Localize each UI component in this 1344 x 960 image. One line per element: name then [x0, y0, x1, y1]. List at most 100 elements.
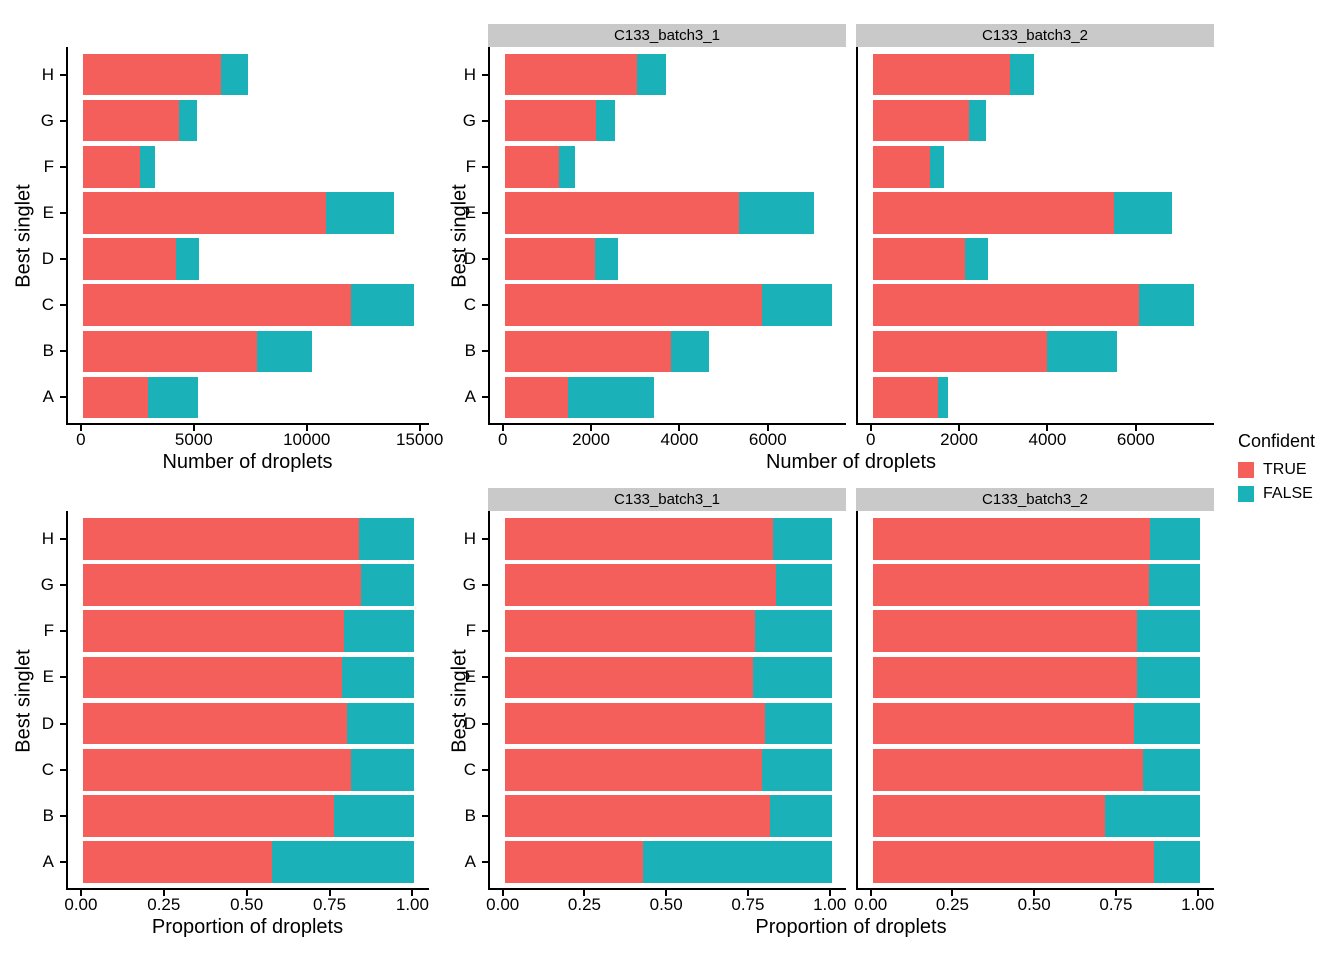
- bar-row-E: [504, 656, 832, 699]
- bar-row-F: [872, 146, 944, 188]
- bar-row-E: [872, 192, 1172, 234]
- y-tick-label: A: [42, 852, 54, 872]
- bar-segment-true: [82, 238, 176, 280]
- y-tick-label: C: [463, 295, 476, 315]
- y-tick-label: G: [462, 574, 476, 594]
- bar-segment-true: [82, 330, 257, 372]
- y-tick-mark: [60, 815, 66, 818]
- x-tick-label: 2000: [572, 430, 610, 449]
- bar-segment-false: [637, 53, 666, 96]
- bar-segment-true: [504, 146, 559, 188]
- y-tick-label: A: [464, 852, 476, 872]
- x-axis-title: Number of droplets: [765, 451, 937, 473]
- bar-segment-false: [937, 376, 949, 419]
- chart-panel: [488, 511, 846, 890]
- bar-segment-true: [504, 330, 671, 372]
- bar-row-G: [504, 100, 615, 142]
- y-tick-mark: [482, 258, 488, 261]
- bar-segment-true: [872, 702, 1135, 745]
- bar-segment-false: [326, 192, 394, 234]
- bar-segment-true: [504, 841, 643, 884]
- bar-row-B: [82, 330, 313, 372]
- x-tick-label: 0.50: [649, 895, 683, 914]
- bar-segment-false: [1148, 564, 1200, 606]
- x-tick-mark: [305, 425, 308, 431]
- bar-segment-true: [872, 284, 1140, 326]
- bar-segment-false: [596, 100, 615, 142]
- bar-row-A: [872, 841, 1200, 884]
- y-tick-mark: [482, 350, 488, 353]
- bar-segment-false: [1136, 610, 1200, 652]
- x-tick-label: 2000: [940, 430, 978, 449]
- y-tick-label: C: [41, 759, 54, 779]
- bar-row-F: [82, 610, 415, 652]
- x-tick-mark: [501, 890, 504, 896]
- bar-segment-false: [1143, 749, 1200, 791]
- bar-segment-true: [872, 53, 1010, 96]
- y-tick-label: H: [463, 64, 476, 84]
- bar-segment-false: [1153, 841, 1200, 884]
- x-tick-label: 15000: [396, 430, 444, 449]
- y-tick-mark: [482, 676, 488, 679]
- bar-row-H: [504, 517, 832, 560]
- bar-segment-false: [776, 564, 832, 606]
- facet-strip: C133_batch3_1: [488, 488, 846, 511]
- legend-item-label: TRUE: [1263, 461, 1307, 478]
- bar-segment-true: [82, 702, 348, 745]
- y-tick-mark: [482, 861, 488, 864]
- bar-segment-false: [148, 376, 198, 419]
- bar-segment-true: [872, 100, 969, 142]
- bar-segment-true: [504, 610, 756, 652]
- y-tick-mark: [482, 396, 488, 399]
- bar-segment-false: [567, 376, 655, 419]
- bar-row-D: [872, 702, 1200, 745]
- bar-segment-true: [504, 795, 771, 837]
- legend-key-false: [1238, 486, 1254, 502]
- y-tick-mark: [482, 768, 488, 771]
- bar-row-D: [82, 238, 200, 280]
- y-tick-label: G: [462, 110, 476, 130]
- bar-segment-false: [342, 656, 415, 699]
- bar-row-C: [504, 284, 832, 326]
- bar-segment-true: [504, 656, 754, 699]
- x-axis-title: Proportion of droplets: [151, 916, 344, 938]
- y-tick-label: F: [465, 621, 476, 641]
- bar-segment-false: [334, 795, 415, 837]
- bar-row-G: [504, 564, 832, 606]
- x-tick-mark: [869, 890, 872, 896]
- y-tick-label: E: [464, 202, 476, 222]
- bar-segment-true: [82, 656, 343, 699]
- bar-segment-true: [504, 284, 763, 326]
- bar-segment-true: [504, 376, 568, 419]
- chart-panel: [66, 47, 429, 425]
- y-tick-mark: [482, 119, 488, 122]
- x-tick-mark: [411, 890, 414, 896]
- bar-segment-false: [360, 564, 415, 606]
- x-tick-label: 5000: [174, 430, 213, 449]
- y-tick-label: H: [41, 528, 54, 548]
- bar-row-G: [872, 564, 1200, 606]
- y-tick-mark: [482, 73, 488, 76]
- chart-panel: [856, 511, 1214, 890]
- bar-segment-true: [82, 517, 360, 560]
- y-tick-label: E: [42, 202, 54, 222]
- x-tick-label: 4000: [1028, 430, 1067, 449]
- bar-segment-true: [504, 517, 774, 560]
- bar-row-C: [872, 749, 1200, 791]
- bar-segment-false: [256, 330, 313, 372]
- x-axis-title: Proportion of droplets: [755, 916, 947, 938]
- bar-segment-true: [504, 53, 638, 96]
- bar-segment-false: [1149, 517, 1200, 560]
- bar-segment-false: [964, 238, 988, 280]
- y-tick-mark: [60, 861, 66, 864]
- bar-row-C: [504, 749, 832, 791]
- y-tick-label: D: [463, 249, 476, 269]
- y-tick-label: H: [41, 64, 54, 84]
- chart-panel: [856, 47, 1214, 425]
- x-tick-label: 0: [865, 430, 876, 449]
- x-tick-mark: [418, 425, 421, 431]
- y-tick-mark: [482, 165, 488, 168]
- x-tick-label: 1.00: [395, 895, 429, 914]
- x-tick-label: 10000: [283, 430, 331, 449]
